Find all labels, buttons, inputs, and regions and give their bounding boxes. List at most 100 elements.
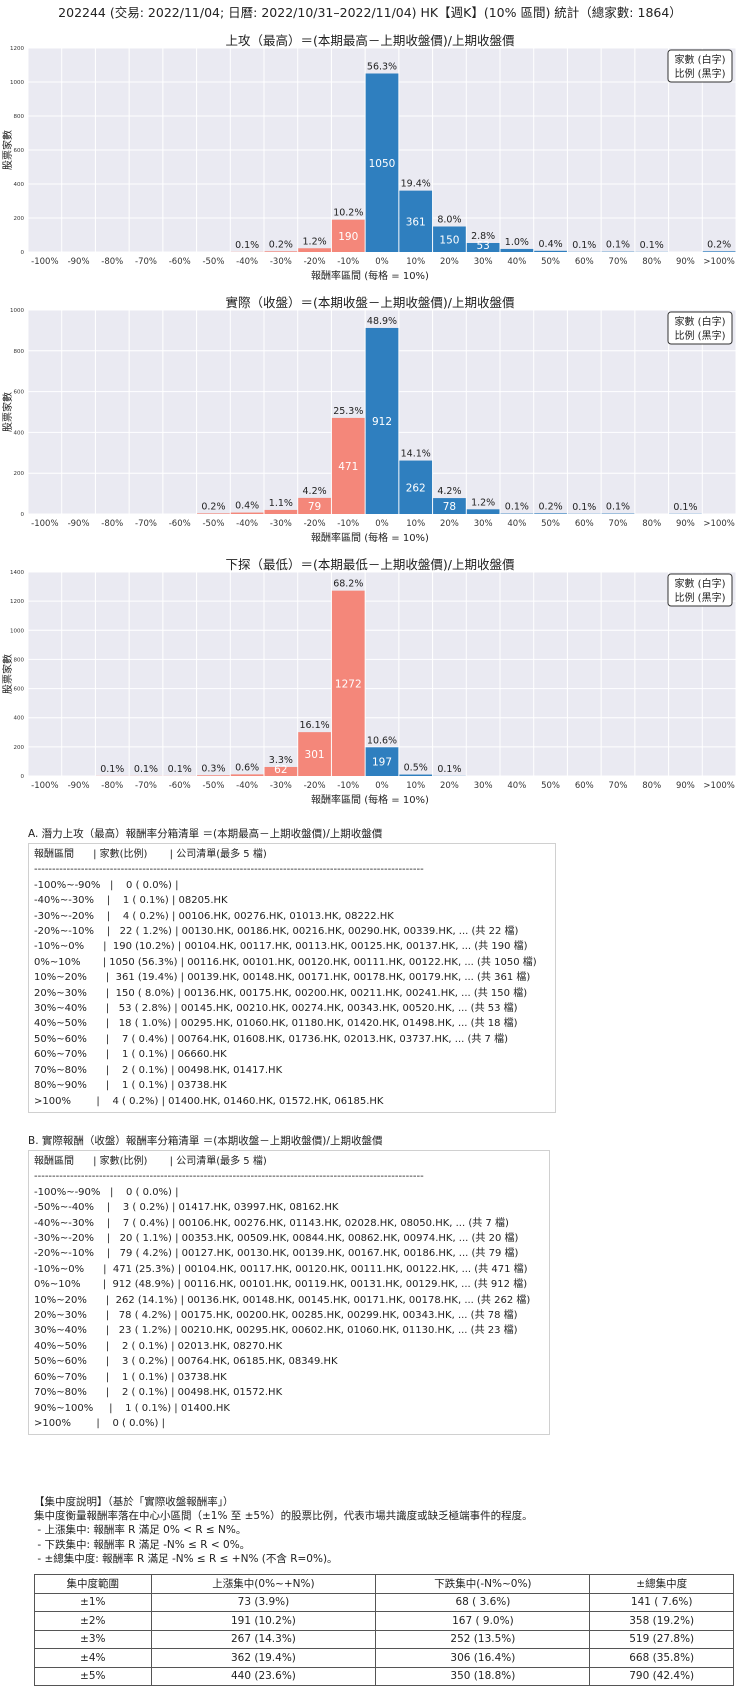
y-tick-label: 1000 xyxy=(10,628,24,634)
list-item: ----------------------------------------… xyxy=(34,1171,424,1183)
bar-percent-label: 4.2% xyxy=(303,486,327,497)
bar xyxy=(331,417,365,514)
bar xyxy=(399,460,433,514)
list-item: 50%~60% | 3 ( 0.2%) | 00764.HK, 06185.HK… xyxy=(34,1356,338,1368)
list-item: -40%~-30% | 1 ( 0.1%) | 08205.HK xyxy=(34,895,228,907)
legend-box xyxy=(667,311,733,345)
y-tick-label: 400 xyxy=(14,182,25,188)
bar xyxy=(264,766,298,776)
list-item: -20%~-10% | 79 ( 4.2%) | 00127.HK, 00130… xyxy=(34,1248,519,1260)
x-tick-label: -90% xyxy=(68,781,90,791)
table-cell: 68 ( 3.6%) xyxy=(375,1592,591,1612)
x-tick-label: 90% xyxy=(676,781,695,791)
chart-title: 上攻（最高）＝(本期最高－上期收盤價)/上期收盤價 xyxy=(226,33,515,48)
y-axis-label: 股票家數 xyxy=(1,130,14,170)
bar-percent-label: 8.0% xyxy=(437,215,461,226)
x-axis-label: 報酬率區間 (每格 = 10%) xyxy=(311,793,429,806)
table-cell: 440 (23.6%) xyxy=(150,1666,377,1686)
x-tick-label: -80% xyxy=(101,781,123,791)
bar-percent-label: 14.1% xyxy=(401,449,431,460)
y-tick-label: 1000 xyxy=(10,308,24,314)
x-tick-label: 50% xyxy=(541,519,560,529)
bar xyxy=(433,498,466,514)
list-item: 0%~10% | 1050 (56.3%) | 00116.HK, 00101.… xyxy=(34,956,537,968)
table-cell: ±5% xyxy=(34,1666,152,1686)
concentration-line: 集中度衡量報酬率落在中心小區間（±1% 至 ±5%）的股票比例，代表市場共識度或… xyxy=(34,1510,533,1523)
x-tick-label: -60% xyxy=(169,257,191,267)
x-tick-label: 60% xyxy=(575,781,594,791)
bar-percent-label: 0.1% xyxy=(606,240,630,251)
bar-percent-label: 0.1% xyxy=(640,240,664,251)
page-title: 202244 (交易: 2022/11/04; 日曆: 2022/10/31–2… xyxy=(58,5,682,20)
x-tick-label: 70% xyxy=(609,257,628,267)
bar-count-label: 262 xyxy=(406,482,426,494)
x-tick-label: 20% xyxy=(440,519,459,529)
bar xyxy=(298,497,331,514)
bar-percent-label: 0.4% xyxy=(539,239,563,250)
bar xyxy=(197,513,230,514)
x-tick-label: -20% xyxy=(304,519,326,529)
list-item: -10%~0% | 471 (25.3%) | 00104.HK, 00117.… xyxy=(34,1263,528,1275)
x-tick-label: 20% xyxy=(440,257,459,267)
legend-line: 家數 (白字) xyxy=(675,53,726,66)
x-tick-label: 70% xyxy=(609,781,628,791)
list-item: 20%~30% | 78 ( 4.2%) | 00175.HK, 00200.H… xyxy=(34,1310,518,1322)
table-header-cell: ±總集中度 xyxy=(589,1574,734,1594)
table-row: ±2% 191 (10.2%) 167 ( 9.0%) 358 (19.2%) xyxy=(34,1611,734,1631)
bar-count-label: 301 xyxy=(305,749,325,761)
chart-title: 下探（最低）＝(本期最低－上期收盤價)/上期收盤價 xyxy=(226,557,515,572)
bar xyxy=(264,251,298,252)
y-tick-label: 1000 xyxy=(10,80,24,86)
bar-percent-label: 10.2% xyxy=(333,208,363,219)
bar-percent-label: 0.1% xyxy=(606,502,630,513)
y-tick-label: 400 xyxy=(14,716,25,722)
x-tick-label: 40% xyxy=(507,257,526,267)
table-row: ±3% 267 (14.3%) 252 (13.5%) 519 (27.8%) xyxy=(34,1629,734,1649)
list-item: 報酬區間 | 家數(比例) | 公司清單(最多 5 檔) xyxy=(34,1156,267,1167)
x-tick-label: 20% xyxy=(440,781,459,791)
x-tick-label: -80% xyxy=(101,257,123,267)
list-item: 40%~50% | 18 ( 1.0%) | 00295.HK, 01060.H… xyxy=(34,1018,518,1030)
list-a-block: A. 潛力上攻（最高）報酬率分箱清單 ＝(本期最高－上期收盤價)/上期收盤價 報… xyxy=(28,826,556,1113)
legend-line: 家數 (白字) xyxy=(675,315,726,328)
bar-percent-label: 0.1% xyxy=(100,764,124,775)
bar-count-label: 53 xyxy=(476,240,489,252)
table-cell: 519 (27.8%) xyxy=(589,1629,734,1649)
y-tick-label: 200 xyxy=(14,471,25,477)
bar xyxy=(230,512,264,514)
list-item: 40%~50% | 2 ( 0.1%) | 02013.HK, 08270.HK xyxy=(34,1340,283,1352)
x-tick-label: 60% xyxy=(575,257,594,267)
x-tick-label: 10% xyxy=(406,781,425,791)
concentration-table: 集中度範圍 上漲集中(0%~+N%) 下跌集中(-N%~0%) ±總集中度 ±1… xyxy=(34,1574,734,1686)
list-item: -20%~-10% | 22 ( 1.2%) | 00130.HK, 00186… xyxy=(34,926,519,938)
x-tick-label: 0% xyxy=(375,257,389,267)
bar xyxy=(197,775,230,776)
list-a-heading: A. 潛力上攻（最高）報酬率分箱清單 ＝(本期最高－上期收盤價)/上期收盤價 xyxy=(28,828,383,840)
bar xyxy=(298,732,331,776)
table-cell: ±2% xyxy=(34,1611,152,1631)
concentration-note: 【集中度說明】（基於「實際收盤報酬率」） 集中度衡量報酬率落在中心小區間（±1%… xyxy=(34,1495,533,1566)
bar-percent-label: 1.2% xyxy=(471,497,495,508)
bar-count-label: 197 xyxy=(372,757,392,769)
chart-title: 實際（收盤）＝(本期收盤－上期收盤價)/上期收盤價 xyxy=(226,295,515,310)
bar-count-label: 78 xyxy=(443,501,456,513)
table-cell: 267 (14.3%) xyxy=(150,1629,377,1649)
x-tick-label: -60% xyxy=(169,519,191,529)
x-tick-label: -30% xyxy=(270,781,292,791)
bar xyxy=(365,327,399,514)
chart-low: 下探（最低）＝(本期最低－上期收盤價)/上期收盤價 0 200 400 600 800 10… xyxy=(1,557,737,806)
x-tick-label: 0% xyxy=(375,781,389,791)
legend-box xyxy=(667,573,733,607)
x-tick-label: -40% xyxy=(236,781,258,791)
list-a-box: 報酬區間 | 家數(比例) | 公司清單(最多 5 檔) ------------… xyxy=(28,843,556,1113)
bar xyxy=(433,226,466,252)
x-tick-label: -20% xyxy=(304,257,326,267)
y-tick-label: 600 xyxy=(14,390,25,396)
bar xyxy=(331,219,365,252)
list-item: 60%~70% | 1 ( 0.1%) | 06660.HK xyxy=(34,1049,227,1061)
list-item: 0%~10% | 912 (48.9%) | 00116.HK, 00101.H… xyxy=(34,1279,528,1291)
x-tick-label: -70% xyxy=(135,519,157,529)
bar xyxy=(534,513,567,514)
x-tick-label: -50% xyxy=(202,781,224,791)
y-tick-label: 0 xyxy=(21,512,25,518)
